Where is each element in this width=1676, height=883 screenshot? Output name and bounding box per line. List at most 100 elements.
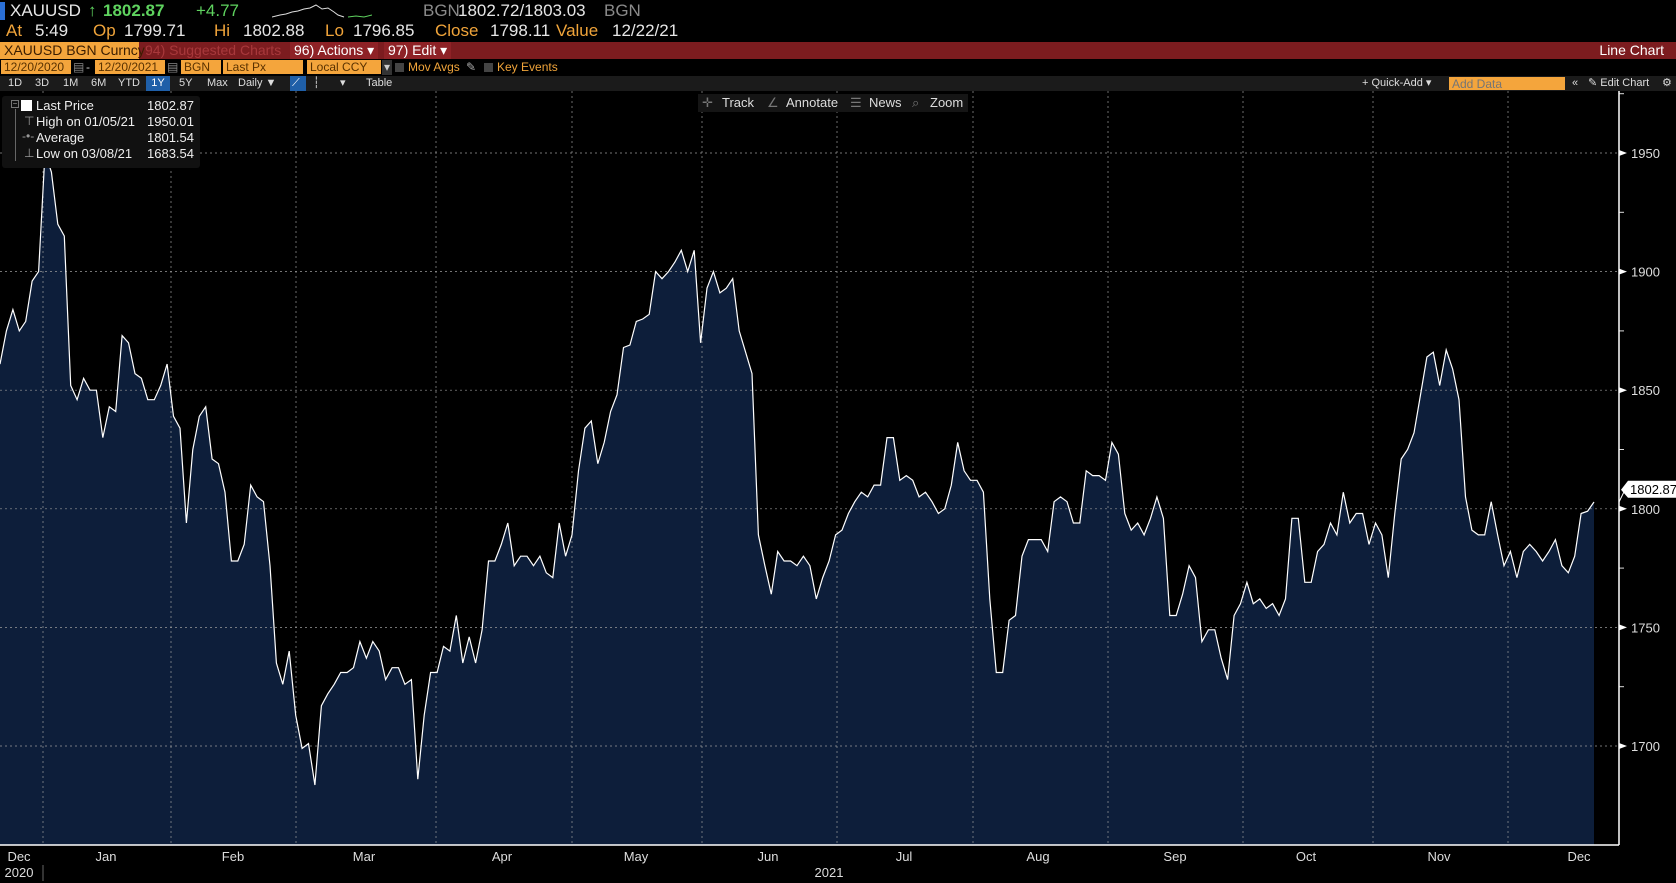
legend-average: 1801.54 [147,130,194,145]
news-button[interactable]: News [869,94,902,112]
x-tick-label: Aug [1026,849,1049,864]
ticker[interactable]: XAUUSD [10,1,81,20]
legend-high: 1950.01 [147,114,194,129]
legend-tree-line [15,109,16,161]
y-tick-label: 1750 [1631,620,1660,635]
key-events-label[interactable]: Key Events [497,60,558,74]
edit-menu[interactable]: 97) Edit ▾ [384,42,452,59]
y-tick-marker [1619,150,1627,156]
x-tick-label: Sep [1163,849,1186,864]
period-6m[interactable]: 6M [91,77,107,89]
high-value: 1802.88 [243,21,305,40]
zoom-icon[interactable]: ⌕ [912,94,920,112]
calendar-icon[interactable]: ▤ [73,60,85,74]
field-selector[interactable]: Last Px [223,60,303,74]
at-label: At [6,21,23,40]
y-tick-label: 1800 [1631,502,1660,517]
suggested-charts-menu[interactable]: 94) Suggested Charts [145,42,282,58]
y-tick-label: 1850 [1631,383,1660,398]
x-tick-label: Jul [896,849,913,864]
legend-average-label: Average [36,130,85,145]
price-chart[interactable]: 1700 1750 1800 1850 1900 1950 1802.87 Dec Jan Feb… [0,91,1676,883]
end-date-field[interactable]: 12/20/2021 [95,60,165,74]
actions-menu[interactable]: 96) Actions ▾ [290,42,379,59]
period-3d[interactable]: 3D [35,77,50,89]
legend: − Last Price 1802.87 ⊤ High on 01/05/21 19… [2,96,200,168]
y-tick-marker [1619,624,1627,631]
close-value: 1798.11 [490,21,551,40]
settings-gear-icon[interactable]: ⚙ [1662,77,1672,89]
x-tick-label: Jun [758,849,779,864]
track-button[interactable]: Track [722,94,755,112]
crosshair-icon[interactable]: ✛ [702,94,713,112]
bid-ask: 1802.72/1803.03 [458,1,586,20]
annotate-icon[interactable]: ∠ [767,94,779,112]
high-marker-icon: ⊤ [24,114,35,128]
bar-chart-icon[interactable]: ┆ [313,77,320,89]
period-ytd[interactable]: YTD [118,77,140,89]
mov-avgs-label[interactable]: Mov Avgs [408,60,460,74]
calendar-icon[interactable]: ▤ [167,60,179,74]
security-field[interactable]: XAUUSD BGN Curncy [0,42,145,59]
security-marker [0,2,5,20]
value-date-label: Value [556,21,599,40]
net-change: +4.77 [196,1,240,20]
mov-avgs-checkbox[interactable] [395,63,404,72]
pencil-icon[interactable]: ✎ [466,60,477,74]
open-label: Op [93,21,116,40]
x-tick-label: Dec [1567,849,1591,864]
y-tick-marker [1619,743,1627,749]
zoom-button[interactable]: Zoom [930,94,964,112]
price-line [0,152,1595,786]
period-5y[interactable]: 5Y [179,77,193,89]
chart-toolbar [0,76,1676,91]
currency-selector[interactable]: Local CCY [307,60,381,74]
x-tick-label: Jan [96,849,117,864]
chart-type-label: Line Chart [1599,42,1664,58]
source-field[interactable]: BGN [181,60,221,74]
legend-high-label: High on 01/05/21 [36,114,136,129]
x-tick-label: Dec [7,849,31,864]
frequency-dropdown[interactable]: Daily ▼ [238,77,277,89]
annotate-button[interactable]: Annotate [786,94,839,112]
sparkline-history [272,4,345,18]
x-tick-label: Apr [492,849,513,864]
bid-source: BGN [423,1,460,20]
x-year-label: 2021 [815,865,844,880]
currency-dropdown-icon[interactable]: ▾ [382,60,392,75]
y-tick-label: 1900 [1631,265,1660,280]
high-label: Hi [214,21,231,40]
value-date: 12/22/21 [612,21,679,40]
legend-low-label: Low on 03/08/21 [36,146,133,161]
y-tick-marker [1619,505,1627,512]
last-value-tag [1621,480,1676,498]
period-1y[interactable]: 1Y [146,76,170,91]
news-icon[interactable]: ☰ [850,94,862,112]
period-max[interactable]: Max [207,77,228,89]
chart-style-dropdown-icon[interactable]: ▾ [340,77,346,89]
sparkline-today [347,14,372,18]
table-button[interactable]: Table [366,77,393,89]
x-tick-label: Feb [222,849,244,864]
collapse-legend-icon[interactable]: − [11,99,19,108]
key-events-checkbox[interactable] [484,63,493,72]
add-data-input[interactable] [1449,77,1565,90]
period-1d[interactable]: 1D [8,77,23,89]
line-chart-icon[interactable]: ⟋ [290,76,306,91]
pencil-icon: ✎ [1588,77,1598,89]
date-separator: - [86,60,90,74]
edit-chart-button[interactable]: ✎ Edit Chart [1584,76,1653,91]
legend-last-price-label: Last Price [36,98,94,113]
quick-add-button[interactable]: + Quick-Add ▾ [1362,77,1432,89]
y-tick-marker [1619,387,1627,394]
collapse-icon[interactable]: « [1572,77,1579,89]
edit-chart-label: Edit Chart [1600,77,1650,89]
legend-last-price: 1802.87 [147,98,194,113]
start-date-field[interactable]: 12/20/2020 [1,60,71,74]
legend-low: 1683.54 [147,146,194,161]
up-arrow-icon: ↑ [88,1,97,20]
last-value-label: 1802.87 [1630,482,1676,497]
x-tick-label: Nov [1427,849,1451,864]
period-1m[interactable]: 1M [63,77,79,89]
close-label: Close [435,21,479,40]
